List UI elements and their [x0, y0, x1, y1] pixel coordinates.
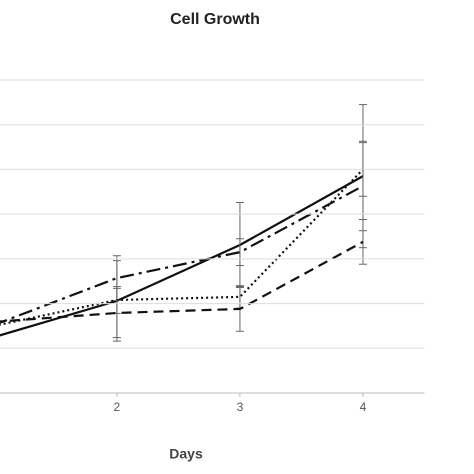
x-tick-label: 4	[360, 400, 367, 414]
series-line	[0, 175, 364, 337]
error-bar	[112, 287, 121, 339]
series-line	[0, 185, 364, 324]
x-tick-label: 3	[237, 400, 244, 414]
x-tick-label: 2	[114, 400, 121, 414]
chart-title: Cell Growth	[170, 11, 260, 28]
error-bar	[235, 238, 244, 267]
plot-area	[0, 104, 367, 342]
series-line	[0, 240, 364, 323]
x-axis-title: Days	[169, 446, 203, 462]
